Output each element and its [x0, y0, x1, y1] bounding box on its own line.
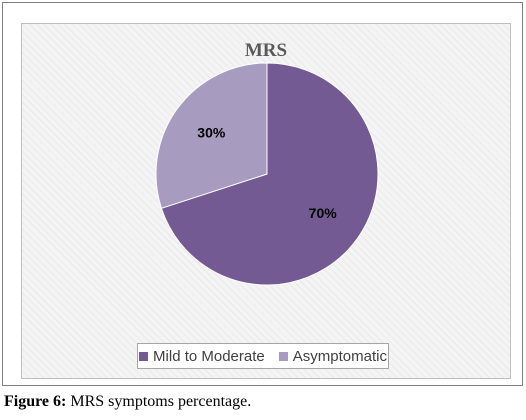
chart-title: MRS: [244, 40, 288, 61]
figure-frame: MRS 70% 30% Mild to Moderate Asymptomatic: [2, 2, 523, 386]
figure-caption: Figure 6: MRS symptoms percentage.: [4, 393, 251, 411]
pie-slice-mild-to-moderate: [160, 62, 379, 286]
chart-legend: Mild to Moderate Asymptomatic: [137, 343, 389, 369]
caption-text: MRS symptoms percentage.: [70, 393, 252, 410]
data-label-mild-to-moderate: 70%: [309, 205, 338, 221]
legend-label-mild-to-moderate: Mild to Moderate: [153, 347, 265, 365]
pie-chart: 70% 30%: [155, 62, 379, 286]
legend-label-asymptomatic: Asymptomatic: [292, 347, 387, 365]
data-label-asymptomatic: 30%: [197, 124, 226, 140]
legend-swatch-mild-to-moderate: [139, 351, 149, 361]
caption-label: Figure 6:: [4, 393, 67, 410]
legend-swatch-asymptomatic: [278, 351, 288, 361]
chart-area: MRS 70% 30% Mild to Moderate Asymptomatic: [21, 23, 511, 379]
legend-entry-mild-to-moderate: Mild to Moderate: [139, 348, 265, 365]
pie-slice-asymptomatic: [155, 62, 268, 209]
legend-entry-asymptomatic: Asymptomatic: [278, 347, 387, 365]
